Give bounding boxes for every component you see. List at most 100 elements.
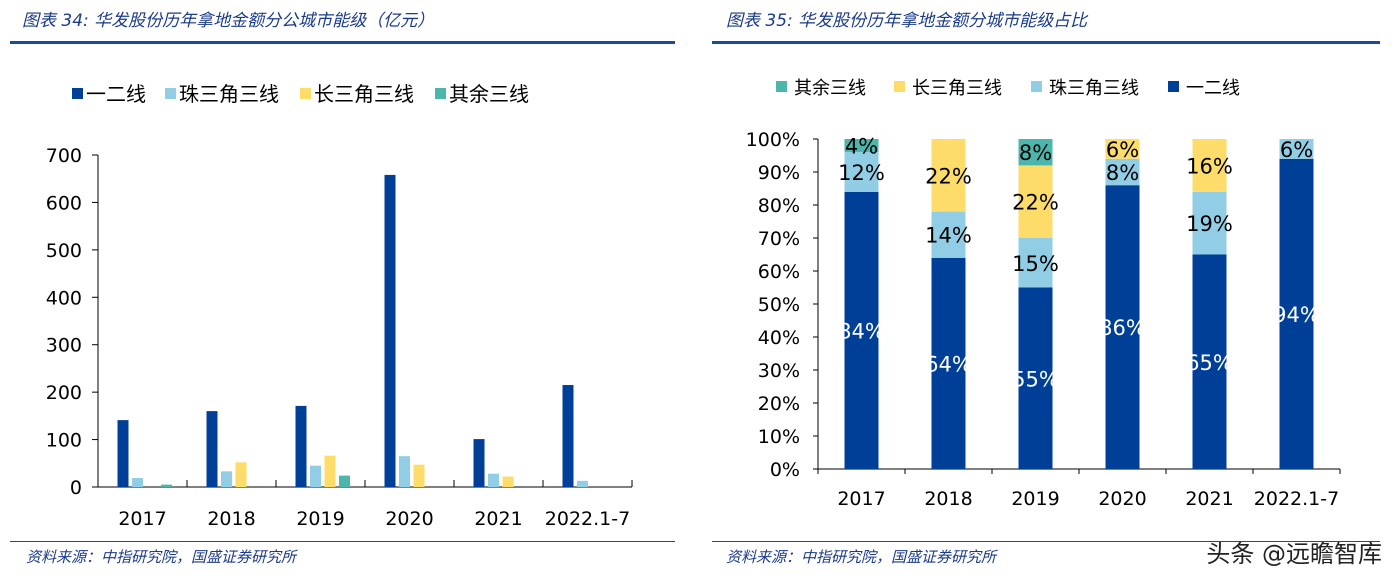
bar-珠三角三线 — [221, 471, 232, 487]
bar-一二线 — [473, 439, 485, 487]
bar-珠三角三线 — [577, 480, 588, 487]
y-tick-label: 30% — [758, 360, 800, 382]
bar-长三角三线 — [1105, 139, 1140, 159]
x-tick-label: 2019 — [1011, 488, 1059, 510]
x-tick-label: 2017 — [837, 488, 885, 510]
legend-label: 长三角三线 — [912, 78, 1002, 99]
y-tick-label: 300 — [46, 335, 82, 357]
data-label: 6% — [1106, 138, 1139, 162]
data-label: 94% — [1273, 303, 1320, 327]
bar-珠三角三线 — [1105, 158, 1140, 186]
y-tick-label: 100% — [746, 129, 800, 151]
bar-一二线 — [206, 411, 218, 487]
legend-label: 其余三线 — [449, 82, 529, 106]
data-label: 22% — [925, 164, 972, 188]
y-tick-label: 200 — [46, 382, 82, 404]
bottom-rule-left — [10, 541, 675, 542]
bar-一二线 — [1018, 287, 1053, 469]
bar-长三角三线 — [324, 455, 336, 487]
data-label: 15% — [1012, 252, 1059, 276]
bar-一二线 — [384, 174, 396, 488]
y-tick-label: 80% — [758, 195, 800, 217]
x-tick-label: 2021 — [474, 508, 522, 530]
bar-一二线 — [295, 405, 307, 487]
x-tick-label: 2018 — [924, 488, 972, 510]
bar-长三角三线 — [931, 139, 966, 212]
chart-title-right: 图表 35: 华发股份历年拿地金额分城市能级占比 — [726, 11, 1088, 31]
bar-珠三角三线 — [1192, 191, 1227, 255]
x-tick-label: 2018 — [207, 508, 255, 530]
data-label: 14% — [925, 224, 972, 248]
bar-一二线 — [562, 385, 574, 487]
data-label: 12% — [838, 161, 885, 185]
data-label: 22% — [1012, 191, 1059, 215]
x-tick-label: 2021 — [1185, 488, 1233, 510]
legend-swatch — [1031, 81, 1042, 92]
data-label: 6% — [1280, 138, 1313, 162]
x-tick-label: 2020 — [385, 508, 433, 530]
source-left: 资料来源：中指研究院，国盛证券研究所 — [26, 548, 297, 566]
data-label: 8% — [1106, 161, 1139, 185]
bar-长三角三线 — [235, 462, 247, 487]
bar-一二线 — [1192, 254, 1227, 469]
data-label: 19% — [1186, 212, 1233, 236]
data-label: 64% — [925, 352, 972, 376]
bar-珠三角三线 — [399, 456, 410, 487]
legend-swatch — [776, 81, 787, 92]
legend-label: 一二线 — [1186, 78, 1240, 99]
legend-swatch — [300, 88, 311, 99]
y-tick-label: 700 — [46, 145, 82, 167]
bar-其余三线 — [1018, 139, 1053, 166]
y-tick-label: 20% — [758, 393, 800, 415]
y-tick-label: 0% — [770, 459, 800, 481]
y-tick-label: 100 — [46, 430, 82, 452]
x-tick-label: 2019 — [296, 508, 344, 530]
title-rule-right — [712, 41, 1380, 44]
y-tick-label: 0 — [70, 477, 82, 499]
bar-长三角三线 — [1192, 139, 1227, 192]
legend-label: 其余三线 — [794, 78, 866, 99]
bar-长三角三线 — [502, 476, 514, 487]
watermark: 头条 @远瞻智库 — [1206, 540, 1382, 568]
legend-swatch — [72, 88, 83, 99]
x-tick-label: 2022.1-7 — [1254, 488, 1339, 510]
legend-swatch — [894, 81, 905, 92]
bar-一二线 — [844, 191, 879, 470]
bar-珠三角三线 — [844, 152, 879, 192]
legend-swatch — [435, 88, 446, 99]
data-label: 65% — [1186, 351, 1233, 375]
y-tick-label: 40% — [758, 327, 800, 349]
bar-珠三角三线 — [931, 211, 966, 258]
y-tick-label: 500 — [46, 240, 82, 262]
y-tick-label: 60% — [758, 261, 800, 283]
bar-长三角三线 — [1018, 165, 1053, 238]
y-tick-label: 400 — [46, 287, 82, 309]
y-tick-label: 600 — [46, 192, 82, 214]
source-right: 资料来源：中指研究院，国盛证券研究所 — [726, 548, 997, 566]
bar-其余三线 — [844, 139, 879, 153]
legend-swatch — [1168, 81, 1179, 92]
title-rule-left — [10, 41, 675, 44]
y-tick-label: 10% — [758, 426, 800, 448]
legend-label: 长三角三线 — [314, 82, 414, 106]
bar-一二线 — [1105, 185, 1140, 469]
bar-珠三角三线 — [1279, 139, 1314, 159]
x-tick-label: 2017 — [118, 508, 166, 530]
y-tick-label: 90% — [758, 162, 800, 184]
bar-珠三角三线 — [488, 473, 499, 487]
bar-长三角三线 — [413, 464, 425, 487]
data-label: 84% — [838, 319, 885, 343]
bar-其余三线 — [339, 475, 350, 487]
x-tick-label: 2020 — [1098, 488, 1146, 510]
legend-swatch — [165, 88, 176, 99]
legend-label: 珠三角三线 — [1049, 78, 1139, 99]
bar-珠三角三线 — [1018, 238, 1053, 288]
bar-一二线 — [931, 257, 966, 469]
legend-label: 珠三角三线 — [179, 82, 279, 106]
chart-title-left: 图表 34: 华发股份历年拿地金额分公城市能级（亿元） — [22, 11, 435, 31]
bar-珠三角三线 — [310, 465, 321, 487]
y-tick-label: 70% — [758, 228, 800, 250]
data-label: 4% — [845, 135, 878, 159]
y-tick-label: 50% — [758, 294, 800, 316]
bar-一二线 — [117, 420, 129, 487]
